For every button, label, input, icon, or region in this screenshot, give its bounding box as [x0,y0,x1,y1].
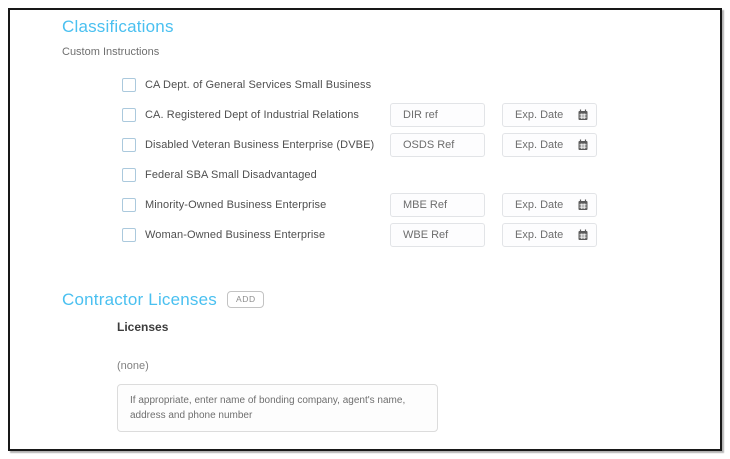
checkbox-dvbe[interactable] [122,138,136,152]
exp-date-field-osds[interactable]: Exp. Date [502,133,597,157]
classification-label: Woman-Owned Business Enterprise [145,229,326,241]
classification-label: CA. Registered Dept of Industrial Relati… [145,109,360,121]
licenses-heading: Licenses [117,320,169,334]
licenses-empty-text: (none) [117,360,149,372]
classification-row-dvbe: Disabled Veteran Business Enterprise (DV… [122,133,720,157]
wbe-ref-input[interactable] [390,223,485,247]
exp-date-field-mbe[interactable]: Exp. Date [502,193,597,217]
exp-date-placeholder: Exp. Date [515,109,564,121]
classification-rows: CA Dept. of General Services Small Busin… [122,73,720,247]
classification-row-industrial-relations: CA. Registered Dept of Industrial Relati… [122,103,720,127]
checkbox-general-services[interactable] [122,78,136,92]
checkbox-industrial-relations[interactable] [122,108,136,122]
exp-date-placeholder: Exp. Date [515,229,564,241]
checkbox-mbe[interactable] [122,198,136,212]
form-panel: Classifications Custom Instructions CA D… [8,8,722,451]
checkbox-federal-sba[interactable] [122,168,136,182]
classification-label: Disabled Veteran Business Enterprise (DV… [145,139,375,151]
checkbox-wbe[interactable] [122,228,136,242]
classification-row-mbe: Minority-Owned Business Enterprise Exp. … [122,193,720,217]
exp-date-placeholder: Exp. Date [515,139,564,151]
classification-row-general-services: CA Dept. of General Services Small Busin… [122,73,720,97]
classification-label: Federal SBA Small Disadvantaged [145,169,317,181]
classification-label: CA Dept. of General Services Small Busin… [145,79,372,91]
add-license-button[interactable]: ADD [226,291,264,308]
osds-ref-input[interactable] [390,133,485,157]
classification-row-wbe: Woman-Owned Business Enterprise Exp. Dat… [122,223,720,247]
classification-row-federal-sba: Federal SBA Small Disadvantaged [122,163,720,187]
dir-ref-input[interactable] [390,103,485,127]
classification-label: Minority-Owned Business Enterprise [145,199,327,211]
contractor-licenses-title: Contractor Licenses [62,290,217,309]
exp-date-field-dir[interactable]: Exp. Date [502,103,597,127]
custom-instructions-label: Custom Instructions [62,46,160,58]
calendar-icon [578,229,588,240]
exp-date-placeholder: Exp. Date [515,199,564,211]
contractor-licenses-header: Contractor Licenses ADD [62,289,720,310]
calendar-icon [578,199,588,210]
mbe-ref-input[interactable] [390,193,485,217]
calendar-icon [578,109,588,120]
exp-date-field-wbe[interactable]: Exp. Date [502,223,597,247]
calendar-icon [578,139,588,150]
bonding-company-textarea[interactable] [117,384,438,432]
classifications-title: Classifications [62,17,174,36]
